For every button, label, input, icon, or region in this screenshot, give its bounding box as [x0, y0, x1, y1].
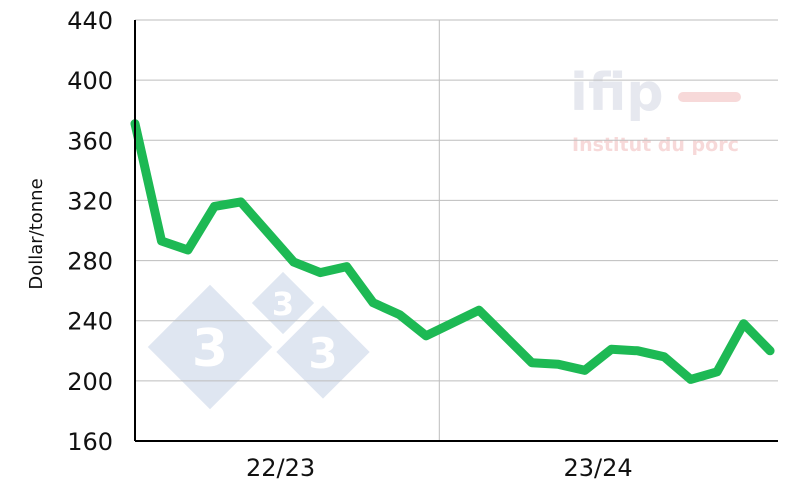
ifip-logo-watermark: ifip Institut du porc	[570, 63, 741, 156]
y-tick-label: 360	[67, 127, 113, 155]
y-axis-title: Dollar/tonne	[26, 178, 47, 289]
x-axis-ticks: 22/23 23/24	[246, 454, 633, 482]
y-axis-ticks: 160 200 240 280 320 360 400 440	[67, 7, 113, 456]
logo333-diamond-large	[147, 284, 273, 410]
series-line	[130, 119, 775, 384]
y-tick-label: 400	[67, 67, 113, 95]
y-tick-label: 240	[67, 308, 113, 336]
ifip-logo-word: ifip	[570, 63, 664, 123]
gridlines	[135, 19, 778, 441]
y-tick-label: 320	[67, 187, 113, 215]
y-tick-label: 200	[67, 368, 113, 396]
x-tick-label: 23/24	[563, 454, 632, 482]
y-tick-label: 280	[67, 248, 113, 276]
x-tick-label: 22/23	[246, 454, 315, 482]
series-layer	[130, 119, 775, 384]
logo333-digit-medium: 3	[308, 329, 337, 378]
y-tick-label: 440	[67, 7, 113, 35]
logo333-diamond-small	[251, 271, 315, 335]
ifip-logo-bar	[678, 92, 741, 102]
ifip-logo-subtitle: Institut du porc	[572, 134, 739, 156]
y-tick-label: 160	[67, 428, 113, 456]
logo333-diamond-medium	[276, 305, 370, 399]
three-three-three-logo-watermark: 3 3 3	[147, 271, 370, 410]
logo333-digit-small: 3	[272, 285, 294, 323]
logo333-digit-large: 3	[192, 319, 228, 379]
